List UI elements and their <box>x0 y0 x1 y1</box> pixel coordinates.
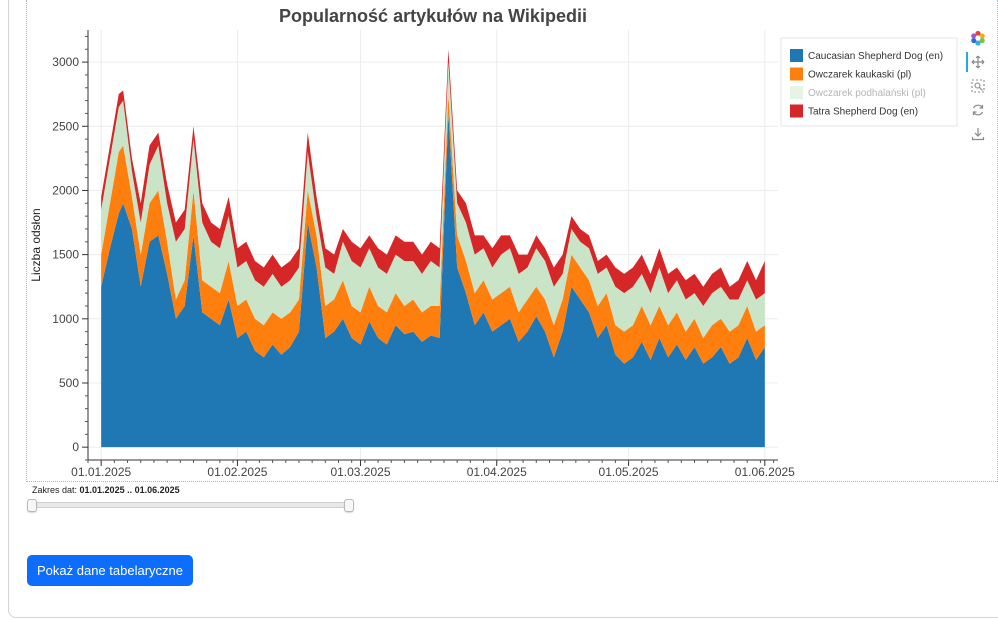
pan-icon[interactable] <box>966 52 988 72</box>
legend-box <box>780 37 958 127</box>
areas <box>101 49 765 448</box>
slider-track[interactable] <box>32 502 352 508</box>
area-series-caucasian_en <box>101 113 765 448</box>
y-axis-label: Liczba odsłon <box>29 208 43 281</box>
show-table-button[interactable]: Pokaż dane tabelaryczne <box>27 555 193 586</box>
date-range-label: Zakres dat: 01.01.2025 .. 01.06.2025 <box>32 485 180 495</box>
legend-swatch <box>790 104 803 118</box>
legend-label: Owczarek podhalański (pl) <box>808 88 926 99</box>
y-tick-label: 500 <box>59 376 79 390</box>
legend-swatch <box>790 67 803 81</box>
bokeh-logo-icon[interactable] <box>968 28 988 48</box>
y-tick-label: 3000 <box>52 55 79 69</box>
reset-icon[interactable] <box>968 100 988 120</box>
legend-swatch <box>790 49 803 62</box>
area-series-tatra_en <box>101 49 765 306</box>
chart-title: Popularność artykułów na Wikipedii <box>279 6 587 26</box>
legend-swatch <box>790 86 803 99</box>
box-zoom-icon[interactable] <box>968 76 988 96</box>
date-range-value: 01.01.2025 .. 01.06.2025 <box>79 485 180 495</box>
y-tick-label: 1000 <box>52 312 79 326</box>
stacked-area-chart[interactable]: 0 500 1000 1500 2000 2500 3000 01.01.2025 01.02.… <box>0 0 998 482</box>
y-tick-label: 2500 <box>52 119 79 133</box>
y-tick-label: 0 <box>72 440 79 454</box>
x-tick-label: 01.05.2025 <box>599 465 659 479</box>
date-range-caption: Zakres dat: <box>32 485 80 495</box>
legend-label: Tatra Shepherd Dog (en) <box>808 107 918 118</box>
date-range-slider[interactable] <box>27 499 355 512</box>
slider-handle-end[interactable] <box>344 499 354 512</box>
y-tick-label: 2000 <box>52 183 79 197</box>
x-tick-label: 01.02.2025 <box>207 465 267 479</box>
x-tick-label: 01.01.2025 <box>71 465 131 479</box>
legend-label: Owczarek kaukaski (pl) <box>808 70 911 81</box>
x-tick-label: 01.03.2025 <box>330 465 390 479</box>
area-series-kaukaski_pl <box>101 94 765 364</box>
y-tick-label: 1500 <box>52 248 79 262</box>
legend: Caucasian Shepherd Dog (en) Owczarek kauk… <box>780 37 958 127</box>
save-icon[interactable] <box>968 124 988 144</box>
area-series-podhalanski_pl <box>101 62 765 339</box>
axes: 0 500 1000 1500 2000 2500 3000 01.01.2025 01.02.… <box>52 30 795 479</box>
x-tick-label: 01.04.2025 <box>467 465 527 479</box>
chart-toolbar <box>966 28 990 148</box>
slider-handle-start[interactable] <box>27 499 37 512</box>
legend-label: Caucasian Shepherd Dog (en) <box>808 51 943 62</box>
x-tick-label: 01.06.2025 <box>735 465 795 479</box>
